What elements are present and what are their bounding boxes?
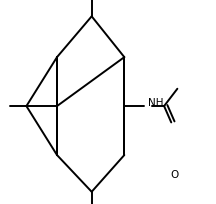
Text: O: O	[170, 170, 178, 180]
Text: NH: NH	[148, 98, 163, 108]
